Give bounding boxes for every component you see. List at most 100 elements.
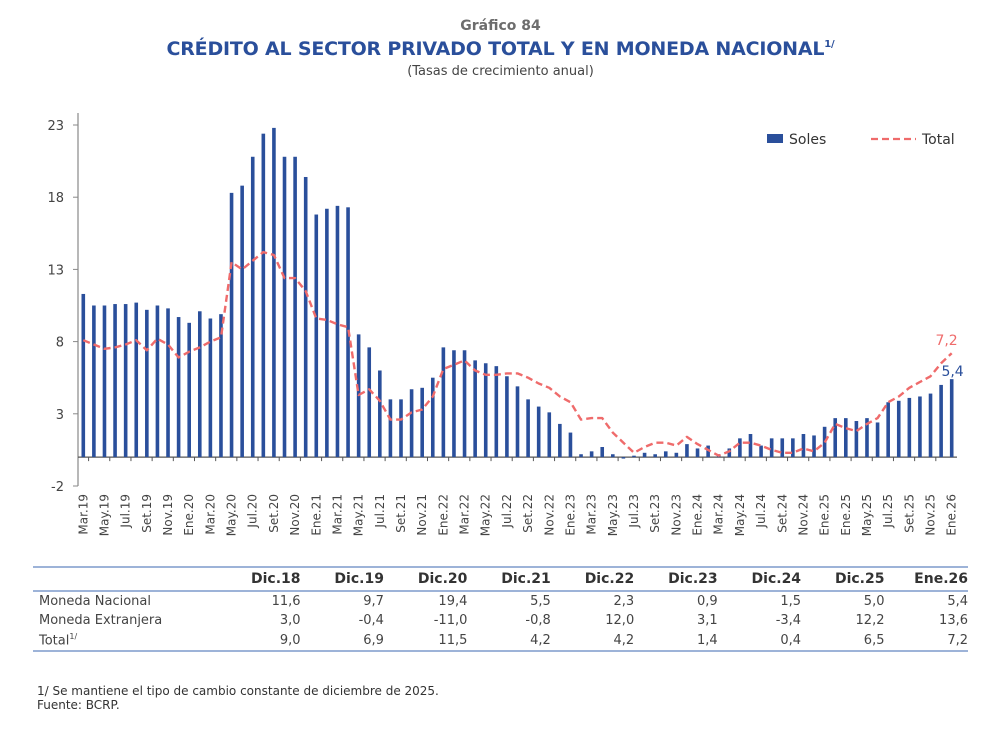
- row-label-text: Moneda Nacional: [39, 594, 151, 609]
- soles-bar: [335, 205, 340, 458]
- soles-bar: [314, 214, 319, 458]
- soles-bar: [155, 305, 160, 458]
- x-tick-label: Ene.25: [839, 494, 853, 536]
- x-tick-label: May.25: [860, 494, 874, 536]
- table-cell: 5,0: [863, 594, 885, 609]
- soles-bar: [706, 445, 710, 458]
- x-tick-label: Nov.21: [415, 494, 429, 536]
- table-cell: 4,2: [530, 632, 551, 648]
- soles-bar: [325, 208, 329, 458]
- table-row: Moneda Extranjera 3,0 -0,4 -11,0 -0,8 12,0 3,1…: [33, 611, 968, 630]
- table-row: Moneda Nacional 11,6 9,7 19,4 5,5 2,3 0,9 1,5 5,…: [33, 591, 968, 611]
- table-cell: 1,5: [780, 594, 802, 609]
- soles-bar: [663, 451, 668, 458]
- table-cell: 0,9: [696, 594, 718, 609]
- y-tick-label: 18: [47, 191, 64, 206]
- table-cell: 19,4: [438, 594, 468, 609]
- table-cell: 3,0: [279, 613, 301, 628]
- table-cell: 6,5: [863, 632, 885, 648]
- soles-bar: [748, 434, 753, 458]
- soles-bar: [123, 304, 128, 458]
- soles-bar: [282, 156, 287, 458]
- y-tick-label: -2: [51, 480, 64, 495]
- credit-growth-chart: 23 18 13 8 3 -2 Mar.19 May.19 Jul.19 Set.19 Nov.1…: [47, 113, 964, 536]
- soles-bar: [632, 455, 636, 458]
- x-tick-label: Set.19: [140, 494, 154, 533]
- y-axis: 23 18 13 8 3 -2: [47, 113, 79, 495]
- soles-bar: [441, 347, 446, 458]
- table-header-blank: [33, 567, 217, 591]
- x-tick-label: Ene.22: [436, 494, 450, 536]
- soles-bar: [907, 397, 912, 458]
- chart-subtitle: (Tasas de crecimiento anual): [407, 64, 594, 79]
- soles-bar: [928, 393, 933, 458]
- x-tick-label: Ene.25: [818, 494, 832, 536]
- chart-title-text: CRÉDITO AL SECTOR PRIVADO TOTAL Y EN MON…: [166, 38, 825, 60]
- soles-bar: [579, 454, 583, 458]
- soles-bar: [102, 305, 107, 458]
- soles-bar: [844, 418, 848, 458]
- summary-table: Dic.18 Dic.19 Dic.20 Dic.21 Dic.22 Dic.23 Dic.…: [33, 566, 968, 652]
- soles-bar: [685, 444, 689, 458]
- table-cell: 2,3: [613, 594, 635, 609]
- x-tick-label: Jul.23: [627, 494, 641, 529]
- soles-bar: [378, 370, 382, 458]
- table-row-label: Moneda Nacional: [33, 591, 217, 611]
- table-column-header: Dic.23: [668, 571, 718, 587]
- table-cell: 4,2: [613, 632, 635, 648]
- row-label-footnote: 1/: [69, 632, 78, 641]
- soles-bar: [653, 454, 657, 458]
- soles-bar: [505, 376, 509, 458]
- soles-bar: [452, 350, 456, 458]
- x-tick-label: Set.21: [394, 494, 408, 533]
- soles-bar: [473, 360, 477, 458]
- x-tick-label: Nov.25: [924, 494, 938, 536]
- soles-bar: [833, 418, 838, 458]
- soles-bar: [113, 304, 117, 458]
- x-tick-label: Jul.21: [373, 494, 387, 529]
- table-cell: 1,4: [696, 632, 718, 648]
- total-last-value-label: 7,2: [935, 333, 957, 349]
- x-tick-label: Nov.24: [796, 494, 810, 536]
- soles-bar: [769, 438, 774, 458]
- soles-bar: [558, 423, 562, 458]
- x-tick-label: Mar.23: [585, 494, 599, 535]
- table-row-label: Moneda Extranjera: [33, 611, 217, 630]
- legend-total-label: Total: [921, 132, 955, 148]
- table-column-header: Ene.26: [914, 571, 968, 587]
- soles-bar: [187, 322, 191, 458]
- chart-title-footnote: 1/: [824, 39, 835, 50]
- soles-bar: [166, 308, 170, 458]
- total-line: [82, 250, 953, 457]
- x-tick-label: Ene.23: [563, 494, 577, 536]
- x-tick-label: Mar.19: [76, 494, 90, 535]
- x-axis: Mar.19 May.19 Jul.19 Set.19 Nov.19 Ene.20 Mar.…: [76, 456, 959, 536]
- table-cell: 12,0: [605, 613, 635, 628]
- soles-bar: [695, 448, 700, 458]
- soles-bar: [176, 317, 181, 458]
- soles-bars: [81, 127, 954, 459]
- table-cell: 0,4: [780, 632, 802, 648]
- soles-bar: [293, 156, 297, 458]
- table-cell: 9,7: [363, 594, 384, 609]
- soles-bar: [875, 422, 880, 458]
- soles-bar: [738, 438, 742, 458]
- soles-bar: [568, 432, 573, 458]
- table-row-label: Total1/: [33, 630, 217, 651]
- soles-bar: [261, 133, 266, 458]
- soles-bar: [208, 318, 213, 458]
- soles-bar: [483, 363, 488, 458]
- table-cell: -11,0: [433, 613, 468, 628]
- table-cell: 3,1: [696, 613, 718, 628]
- soles-bar: [272, 127, 276, 458]
- source-note: Fuente: BCRP.: [37, 698, 120, 712]
- y-tick-label: 3: [56, 408, 64, 423]
- soles-bar: [197, 311, 202, 458]
- x-tick-label: May.23: [606, 494, 620, 536]
- x-tick-label: Mar.22: [458, 494, 472, 535]
- soles-bar: [918, 396, 922, 458]
- x-tick-label: May.19: [97, 494, 111, 536]
- soles-bar: [388, 399, 393, 458]
- x-tick-label: Ene.20: [182, 494, 196, 536]
- soles-bar: [145, 309, 149, 458]
